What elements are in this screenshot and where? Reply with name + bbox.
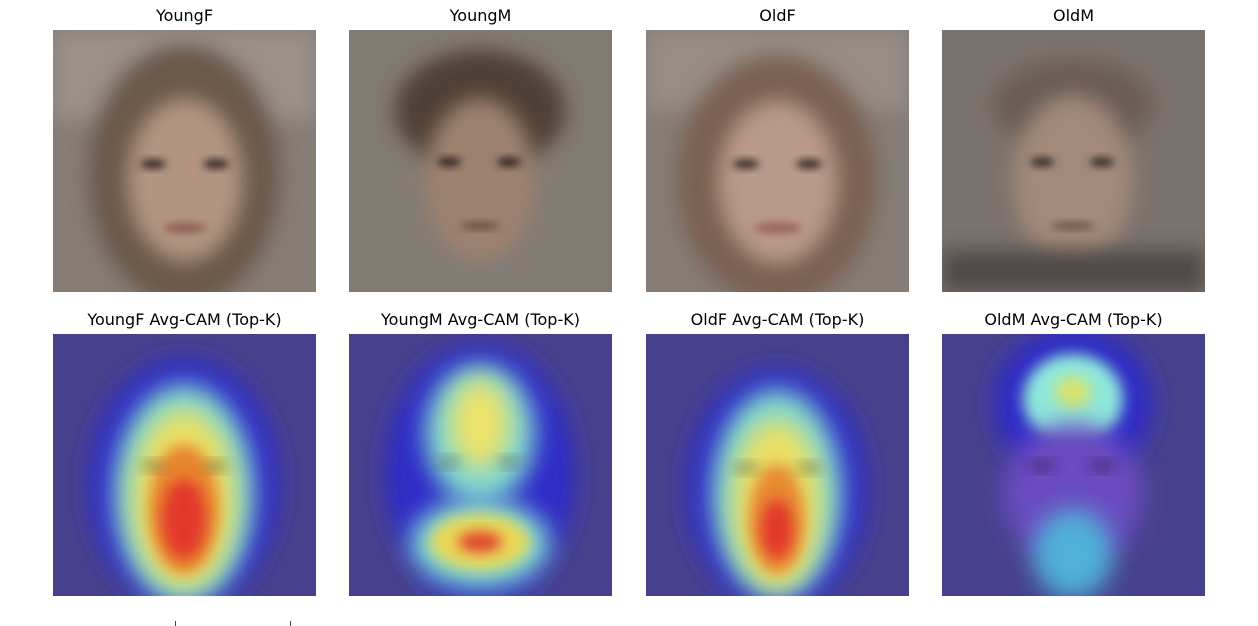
cam-overlay-oldm <box>942 334 1205 596</box>
cam-overlay-youngm <box>349 334 612 596</box>
axis-tick <box>290 621 291 626</box>
panel-title-oldm: OldM <box>1053 6 1094 25</box>
panel-title-oldf-cam: OldF Avg-CAM (Top-K) <box>690 310 865 329</box>
cam-overlay-youngf <box>53 334 316 596</box>
panel-title-oldf: OldF <box>759 6 796 25</box>
average-face-oldf <box>646 30 909 292</box>
axis-tick <box>175 621 176 626</box>
panel-title-oldm-cam: OldM Avg-CAM (Top-K) <box>984 310 1163 329</box>
panel-title-youngm: YoungM <box>449 6 512 25</box>
panel-title-youngm-cam: YoungM Avg-CAM (Top-K) <box>381 310 580 329</box>
cam-overlay-oldf <box>646 334 909 596</box>
average-face-youngm <box>349 30 612 292</box>
average-face-oldm <box>942 30 1205 292</box>
panel-title-youngf: YoungF <box>155 6 214 25</box>
average-face-youngf <box>53 30 316 292</box>
panel-title-youngf-cam: YoungF Avg-CAM (Top-K) <box>87 310 282 329</box>
